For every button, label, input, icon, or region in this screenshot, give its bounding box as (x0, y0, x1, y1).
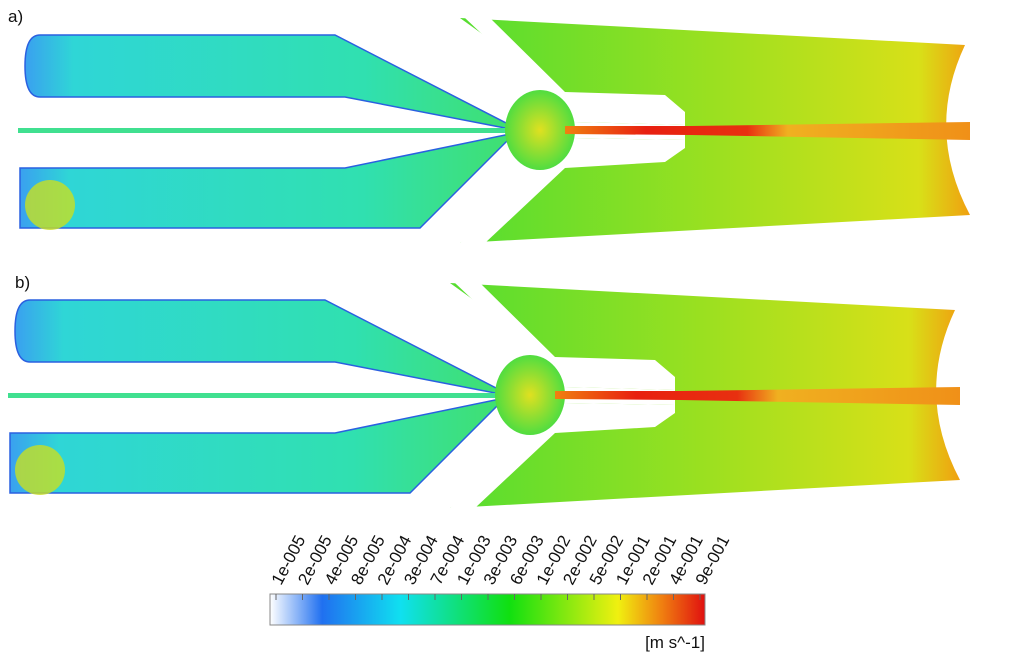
figure: a) b) 1e-0052e-0054e-0058e-0052e-0043e-0… (0, 0, 1017, 661)
panel-label: b) (15, 273, 30, 292)
contour-panel-a (18, 18, 970, 243)
contour-panel-b (8, 283, 960, 508)
colorbar-unit: [m s^-1] (645, 633, 705, 652)
colorbar: 1e-0052e-0054e-0058e-0052e-0043e-0047e-0… (268, 532, 734, 625)
panel-label: a) (8, 7, 23, 26)
